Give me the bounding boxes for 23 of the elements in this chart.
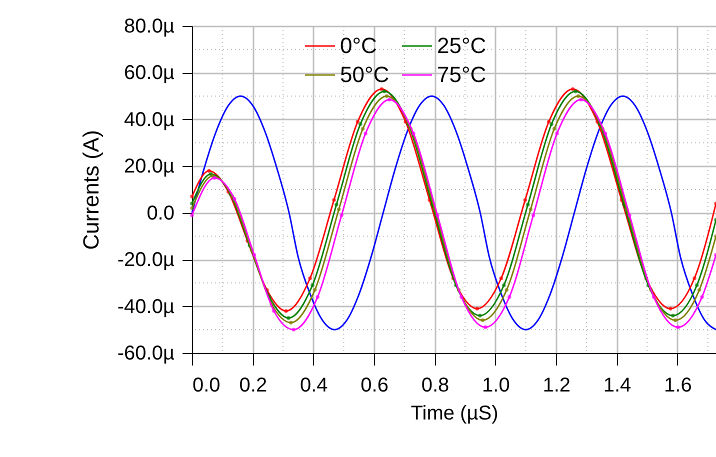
legend-label: 50°C xyxy=(340,62,390,87)
y-tick-label: 0.0 xyxy=(146,202,174,224)
x-axis-title: Time (µS) xyxy=(410,402,498,424)
x-tick-label: 0.8 xyxy=(421,374,450,396)
y-tick-label: 60.0µ xyxy=(124,62,175,84)
x-tick-label: 0.0 xyxy=(192,374,220,396)
x-tick-label: 0.4 xyxy=(300,374,328,396)
legend-label: 0°C xyxy=(340,33,378,58)
y-tick-label: 20.0µ xyxy=(124,156,175,178)
y-tick-label: -40.0µ xyxy=(117,296,175,318)
y-tick-label: 40.0µ xyxy=(124,108,175,131)
legend-label: 25°C xyxy=(437,33,486,58)
x-tick-label: 0.6 xyxy=(360,374,388,396)
x-tick-label: 1.0 xyxy=(482,374,510,396)
y-tick-label: -60.0µ xyxy=(117,342,175,364)
x-tick-label: 1.4 xyxy=(603,374,632,396)
y-axis-title: Currents (A) xyxy=(78,130,104,250)
x-tick-label: 1.2 xyxy=(542,374,571,396)
x-tick-label: 1.6 xyxy=(664,374,692,396)
y-tick-label: -20.0µ xyxy=(117,249,175,272)
x-tick-label: 0.2 xyxy=(239,374,268,396)
y-tick-label: 80.0µ xyxy=(124,16,175,38)
legend-label: 75°C xyxy=(437,62,486,87)
